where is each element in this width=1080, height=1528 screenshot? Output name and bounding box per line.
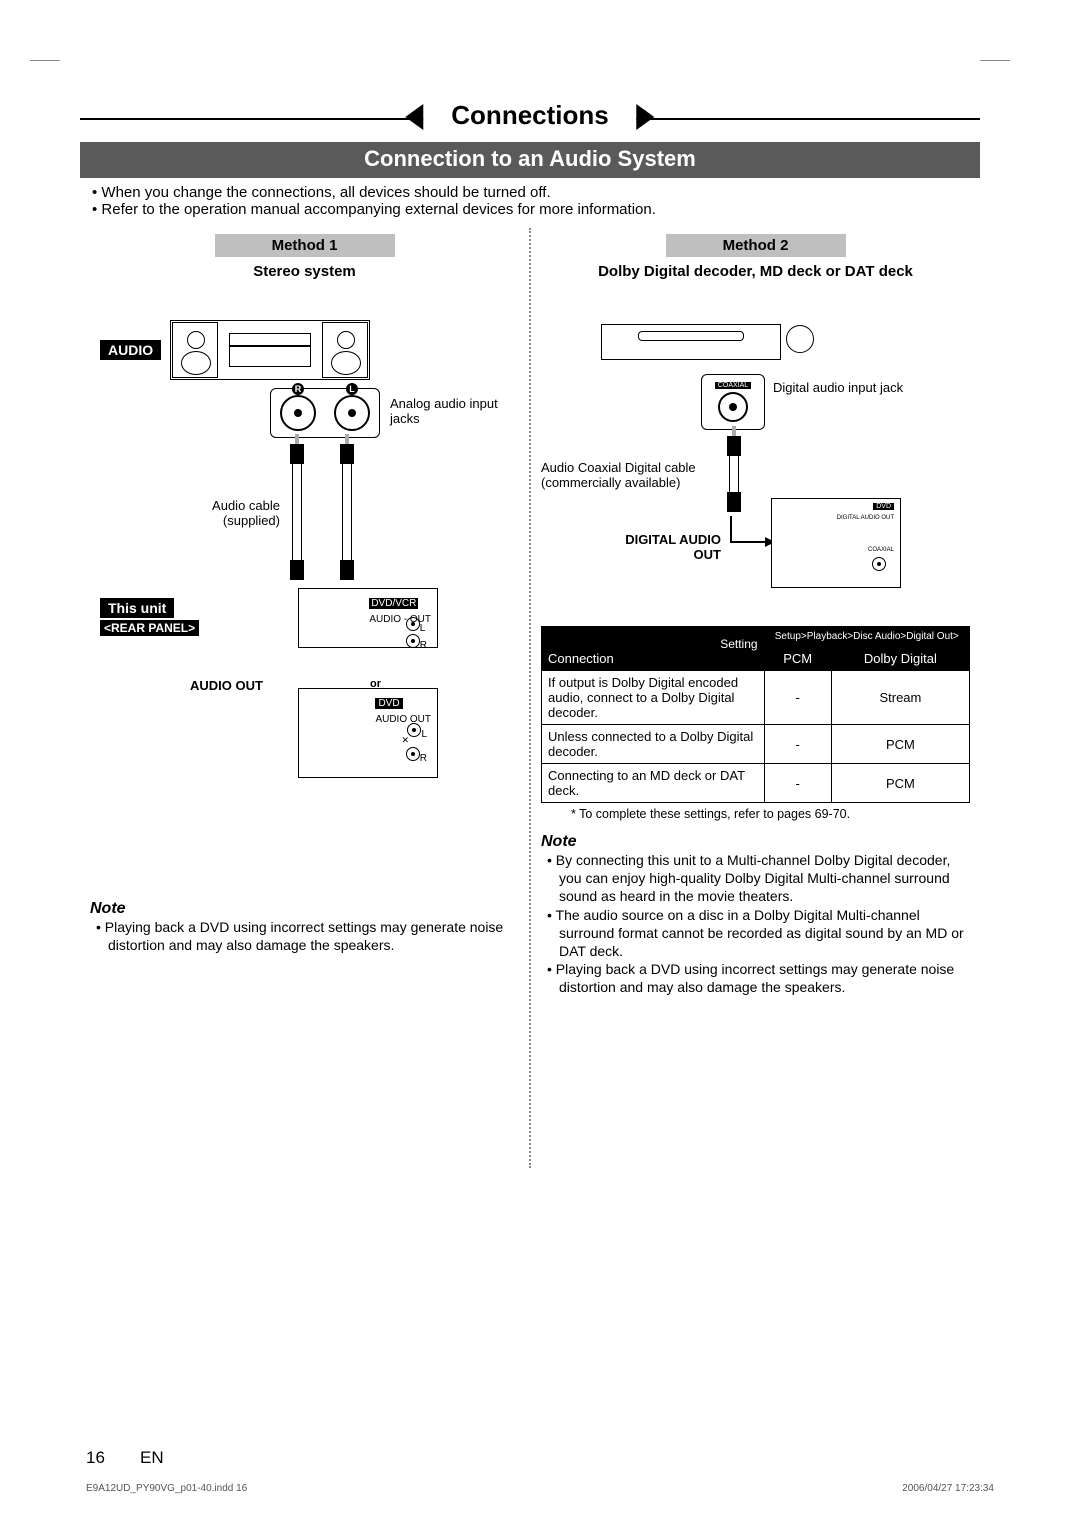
audio-label: AUDIO: [100, 340, 161, 360]
table-row: Unless connected to a Dolby Digital deco…: [542, 725, 970, 764]
decoder-icon: [601, 324, 781, 360]
audio-plug-icon: [290, 560, 304, 580]
intro-list: When you change the connections, all dev…: [80, 184, 980, 228]
method1-subhead: Stereo system: [90, 263, 519, 280]
note-item: Playing back a DVD using incorrect setti…: [90, 918, 519, 954]
settings-table: Setting Connection Setup>Playback>Disc A…: [541, 626, 970, 803]
rear-panel-unit2-icon: DVD AUDIO OUT L ✕ R: [298, 688, 438, 778]
audio-cable-icon: [292, 464, 302, 560]
method2-column: Method 2 Dolby Digital decoder, MD deck …: [531, 228, 980, 1168]
main-title: Connections: [441, 100, 618, 130]
table-row: If output is Dolby Digital encoded audio…: [542, 671, 970, 725]
note-item: Playing back a DVD using incorrect setti…: [541, 960, 970, 996]
rca-jacks-icon: R L: [270, 388, 380, 438]
page-content: Connections Connection to an Audio Syste…: [80, 100, 980, 1168]
method2-subhead: Dolby Digital decoder, MD deck or DAT de…: [541, 263, 970, 280]
audio-cable-label: Audio cable (supplied): [190, 498, 280, 528]
audio-plug-icon: [340, 444, 354, 464]
method2-diagram: COAXIAL Digital audio input jack Audio C…: [541, 288, 970, 618]
th-dolby: Dolby Digital: [831, 647, 969, 671]
this-unit-label: This unit <REAR PANEL>: [100, 598, 199, 636]
note-item: The audio source on a disc in a Dolby Di…: [541, 906, 970, 961]
method1-notes: Playing back a DVD using incorrect setti…: [90, 918, 519, 954]
timestamp: 2006/04/27 17:23:34: [902, 1483, 994, 1494]
method1-tab: Method 1: [215, 234, 395, 257]
coax-plug-icon: [727, 436, 741, 456]
method1-column: Method 1 Stereo system AUDIO R L Analog …: [80, 228, 529, 1168]
method2-tab: Method 2: [666, 234, 846, 257]
digital-unit-icon: DVD DIGITAL AUDIO OUT COAXIAL: [771, 498, 901, 588]
digital-jack-label: Digital audio input jack: [773, 380, 903, 395]
analog-jacks-label: Analog audio input jacks: [390, 396, 519, 426]
audio-cable-icon: [342, 464, 352, 560]
th-pcm: PCM: [764, 647, 831, 671]
page-lang: EN: [140, 1448, 164, 1468]
digital-audio-out-label: DIGITAL AUDIO OUT: [611, 532, 721, 562]
source-file: E9A12UD_PY90VG_p01-40.indd 16: [86, 1483, 247, 1494]
table-footnote: * To complete these settings, refer to p…: [541, 807, 970, 821]
method1-diagram: AUDIO R L Analog audio input jacks: [90, 288, 519, 888]
rear-panel-tag: <REAR PANEL>: [100, 620, 199, 636]
coax-cable-label: Audio Coaxial Digital cable (commerciall…: [541, 460, 721, 490]
coax-plug-icon: [727, 492, 741, 512]
table-row: Connecting to an MD deck or DAT deck. - …: [542, 764, 970, 803]
note-heading: Note: [90, 900, 519, 918]
intro-item: When you change the connections, all dev…: [86, 184, 974, 201]
audio-plug-icon: [340, 560, 354, 580]
main-title-banner: Connections: [80, 100, 980, 136]
coax-cable-icon: [729, 456, 739, 492]
note-heading: Note: [541, 833, 970, 851]
rear-panel-unit1-icon: DVD/VCR AUDIO - OUT L R: [298, 588, 438, 648]
table-path: Setup>Playback>Disc Audio>Digital Out>: [764, 627, 969, 647]
audio-plug-icon: [290, 444, 304, 464]
method2-notes: By connecting this unit to a Multi-chann…: [541, 851, 970, 997]
coax-jack-icon: COAXIAL: [701, 374, 765, 430]
note-item: By connecting this unit to a Multi-chann…: [541, 851, 970, 906]
intro-item: Refer to the operation manual accompanyi…: [86, 201, 974, 218]
audio-out-label: AUDIO OUT: [190, 678, 263, 693]
stereo-system-icon: [170, 320, 370, 380]
sub-title: Connection to an Audio System: [80, 142, 980, 178]
page-number: 16: [86, 1448, 105, 1468]
